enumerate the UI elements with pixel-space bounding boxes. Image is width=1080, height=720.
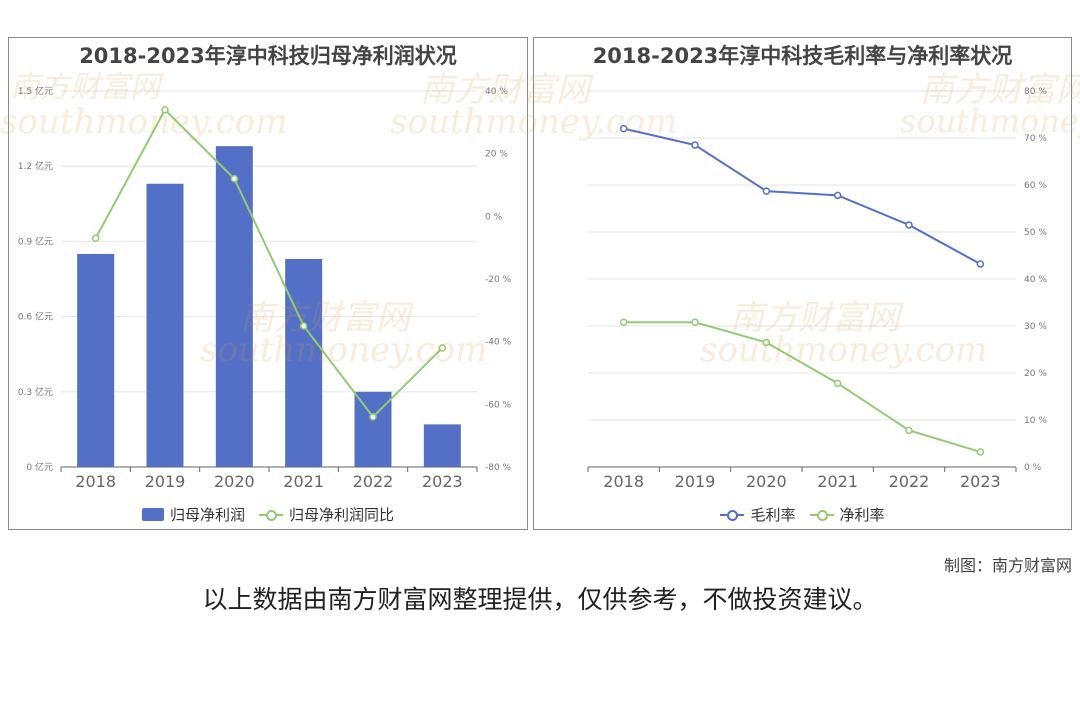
- legend-label: 归母净利润同比: [289, 506, 395, 524]
- point-net-margin: [905, 426, 913, 435]
- point-gross-margin: [619, 124, 628, 133]
- chart-legend: 毛利率 净利率: [534, 504, 1071, 525]
- y-right-tick-label: 10 %: [1024, 416, 1047, 426]
- bar-net-profit: [146, 183, 184, 467]
- point-net-margin: [691, 318, 699, 326]
- y-right-tick-label: -40 %: [485, 338, 512, 348]
- x-tick-label: 2019: [675, 472, 716, 491]
- point-gross-margin: [905, 221, 913, 229]
- legend-item-net-profit-yoy[interactable]: 归母净利润同比: [259, 504, 394, 525]
- legend-item-net-profit[interactable]: 归母净利润: [141, 504, 245, 525]
- net-profit-chart: 0 亿元 0.3 亿元 0.6 亿元 0.9 亿元 1.2 亿元 1.5 亿元 -80 % -…: [18, 85, 512, 491]
- x-tick-label: 2022: [353, 472, 394, 491]
- legend-bar-swatch: [141, 508, 164, 521]
- y-right-tick-label: 20 %: [485, 150, 508, 160]
- point-net-profit-yoy: [91, 234, 100, 243]
- point-gross-margin: [976, 260, 985, 268]
- x-tick-label: 2023: [960, 472, 1001, 491]
- point-net-margin: [833, 379, 842, 388]
- series-line-gross-margin: [623, 127, 981, 265]
- y-right-tick-label: -20 %: [485, 275, 512, 285]
- y-right-tick-label: 0 %: [1024, 463, 1042, 473]
- point-net-profit-yoy: [369, 413, 377, 421]
- margin-chart: 0 % 10 % 20 % 30 % 40 % 50 % 60 % 70 % 80 % 2018 2…: [587, 87, 1047, 491]
- y-right-tick-label: 60 %: [1024, 181, 1047, 191]
- chart-title: 2018-2023年淳中科技归母净利润状况: [79, 44, 457, 68]
- y-left-tick-label: 0 亿元: [26, 461, 53, 473]
- legend-label: 毛利率: [750, 506, 796, 524]
- chart-legend: 归母净利润 归母净利润同比: [9, 504, 527, 525]
- bar-net-profit: [215, 146, 253, 467]
- y-right-tick-label: 70 %: [1024, 134, 1047, 144]
- chart-credit: 制图：南方财富网: [943, 556, 1072, 575]
- x-tick-label: 2018: [603, 472, 644, 491]
- y-right-tick-label: 50 %: [1024, 228, 1047, 238]
- y-right-tick-label: 40 %: [1024, 275, 1047, 285]
- chart-title: 2018-2023年淳中科技毛利率与净利率状况: [592, 44, 1013, 68]
- disclaimer-text: 以上数据由南方财富网整理提供，仅供参考，不做投资建议。: [202, 585, 878, 614]
- series-line-net-margin: [623, 321, 981, 453]
- y-left-tick-label: 0.6 亿元: [18, 311, 53, 323]
- legend-line-swatch: [259, 509, 283, 521]
- series-line-net-profit-yoy: [94, 108, 444, 419]
- x-tick-label: 2022: [889, 472, 930, 491]
- bar-net-profit: [423, 424, 461, 467]
- y-left-tick-label: 1.2 亿元: [18, 160, 53, 172]
- legend-item-net-margin[interactable]: 净利率: [809, 504, 885, 525]
- legend-label: 归母净利润: [169, 506, 245, 524]
- y-right-tick-label: -80 %: [485, 463, 512, 473]
- bar-net-profit: [77, 253, 115, 467]
- x-tick-label: 2021: [817, 472, 858, 491]
- margin-chart-panel: 2018-2023年淳中科技毛利率与净利率状况 0 % 10 % 20 % 30 % 4…: [533, 37, 1072, 530]
- y-right-tick-label: 80 %: [1024, 87, 1047, 97]
- legend-line-swatch: [809, 509, 834, 521]
- y-right-tick-label: 40 %: [485, 87, 508, 97]
- point-net-margin: [762, 338, 771, 347]
- y-right-tick-label: -60 %: [485, 400, 512, 410]
- y-left-tick-label: 0.3 亿元: [18, 386, 53, 398]
- legend-item-gross-margin[interactable]: 毛利率: [720, 504, 796, 525]
- point-net-profit-yoy: [230, 174, 239, 183]
- point-net-profit-yoy: [438, 344, 447, 352]
- net-profit-chart-panel: 2018-2023年淳中科技归母净利润状况 0 亿元 0.3 亿元 0.6 亿元 0.…: [8, 37, 528, 530]
- bar-net-profit: [285, 258, 323, 467]
- point-net-margin: [976, 448, 985, 456]
- y-left-tick-label: 1.5 亿元: [18, 85, 53, 97]
- point-gross-margin: [762, 187, 771, 195]
- point-gross-margin: [691, 141, 699, 149]
- y-right-tick-label: 0 %: [485, 212, 503, 222]
- x-tick-label: 2019: [145, 472, 186, 491]
- point-gross-margin: [833, 191, 842, 200]
- x-tick-label: 2020: [214, 472, 255, 491]
- y-left-tick-label: 0.9 亿元: [18, 235, 53, 247]
- legend-label: 净利率: [839, 506, 885, 524]
- x-tick-label: 2021: [283, 472, 324, 491]
- y-right-tick-label: 30 %: [1024, 322, 1047, 332]
- point-net-margin: [619, 318, 628, 326]
- y-right-tick-label: 20 %: [1024, 369, 1047, 379]
- legend-line-swatch: [720, 509, 745, 521]
- x-tick-label: 2020: [746, 472, 787, 491]
- point-net-profit-yoy: [161, 106, 169, 114]
- x-tick-label: 2023: [422, 472, 463, 491]
- point-net-profit-yoy: [299, 322, 308, 330]
- x-tick-label: 2018: [75, 472, 116, 491]
